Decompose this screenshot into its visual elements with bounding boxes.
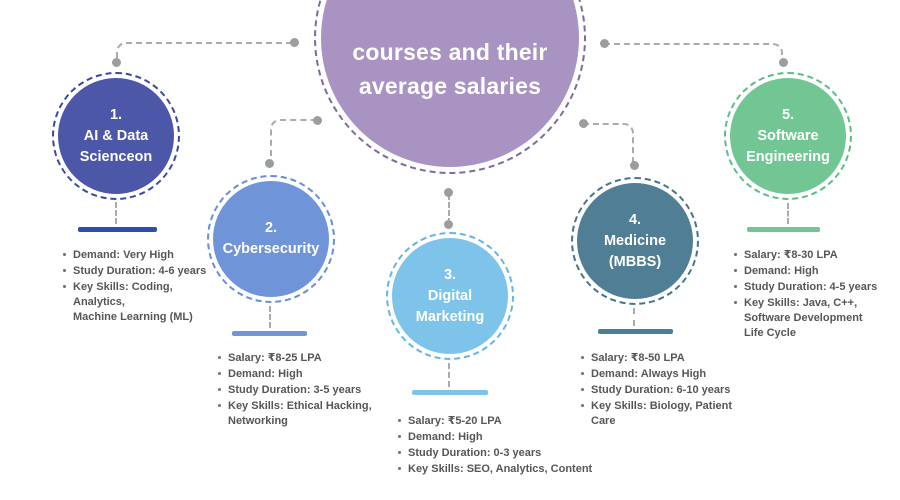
connector-dot	[265, 159, 274, 168]
course-name: Digital Marketing	[415, 287, 485, 325]
course-circle-fill: 5. Software Engineering	[730, 78, 846, 194]
connector-dot	[444, 188, 453, 197]
connector-line-course5	[604, 43, 783, 62]
course-circle-5: 5. Software Engineering	[724, 72, 852, 200]
course-circle-2: 2. Cybersecurity	[207, 175, 335, 303]
connector-line-course2	[270, 119, 318, 162]
course-name: Medicine (MBBS)	[603, 232, 667, 270]
infographic-title: courses and their average salaries	[352, 35, 547, 103]
detail-item: Key Skills: Java, C++, Software Developm…	[733, 296, 888, 341]
detail-item: Salary: ₹8-50 LPA	[580, 351, 735, 366]
detail-item: Demand: Very High	[62, 248, 227, 263]
detail-item: Key Skills: Coding, Analytics, Machine L…	[62, 280, 227, 325]
detail-item: Study Duration: 6-10 years	[580, 383, 735, 398]
course-number: 2.	[264, 220, 278, 236]
detail-item: Salary: ₹8-30 LPA	[733, 248, 888, 263]
detail-list-course2: Salary: ₹8-25 LPA Demand: High Study Dur…	[217, 351, 382, 430]
course-circle-fill: 1. AI & Data Scienceon	[58, 78, 174, 194]
course-number: 4.	[628, 211, 642, 228]
underline-bar	[412, 390, 488, 395]
detail-list-course3: Salary: ₹5-20 LPA Demand: High Study Dur…	[397, 414, 612, 478]
course-number: 5.	[781, 106, 795, 123]
central-circle: courses and their average salaries	[314, 0, 586, 174]
connector-stub	[633, 308, 635, 326]
connector-dot	[313, 116, 322, 125]
connector-stub	[448, 363, 450, 387]
title-line2: average salaries	[358, 73, 542, 99]
detail-list-course4: Salary: ₹8-50 LPA Demand: Always High St…	[580, 351, 735, 430]
course-circle-1: 1. AI & Data Scienceon	[52, 72, 180, 200]
underline-bar	[747, 227, 820, 232]
course-circle-fill: 4. Medicine (MBBS)	[577, 183, 693, 299]
connector-dot	[444, 220, 453, 229]
course-name: Cybersecurity	[222, 241, 320, 257]
connector-line-course4	[583, 123, 634, 165]
detail-item: Study Duration: 3-5 years	[217, 383, 382, 398]
connector-dot	[579, 119, 588, 128]
underline-bar	[232, 331, 307, 336]
detail-item: Key Skills: Biology, Patient Care	[580, 399, 735, 429]
course-number: 3.	[443, 266, 457, 283]
detail-list-course1: Demand: Very High Study Duration: 4-6 ye…	[62, 248, 227, 326]
course-circle-3: 3. Digital Marketing	[386, 232, 514, 360]
detail-item: Demand: High	[397, 430, 612, 445]
connector-dot	[290, 38, 299, 47]
detail-item: Demand: High	[733, 264, 888, 279]
connector-dot	[779, 58, 788, 67]
connector-dot	[630, 161, 639, 170]
title-line1: courses and their	[352, 39, 548, 65]
connector-dot	[112, 58, 121, 67]
central-circle-fill: courses and their average salaries	[321, 0, 579, 167]
connector-dot	[600, 39, 609, 48]
detail-item: Demand: Always High	[580, 367, 735, 382]
detail-item: Study Duration: 4-6 years	[62, 264, 227, 279]
connector-stub	[269, 306, 271, 328]
connector-stub	[787, 203, 789, 224]
detail-item: Demand: High	[217, 367, 382, 382]
course-circle-4: 4. Medicine (MBBS)	[571, 177, 699, 305]
detail-item: Study Duration: 4-5 years	[733, 280, 888, 295]
detail-item: Salary: ₹8-25 LPA	[217, 351, 382, 366]
connector-line-course1	[116, 42, 295, 62]
course-name: AI & Data Scienceon	[79, 127, 153, 165]
course-circle-fill: 3. Digital Marketing	[392, 238, 508, 354]
connector-stub	[115, 202, 117, 224]
course-number: 1.	[109, 106, 123, 123]
underline-bar	[78, 227, 157, 232]
detail-list-course5: Salary: ₹8-30 LPA Demand: High Study Dur…	[733, 248, 888, 342]
detail-item: Key Skills: Ethical Hacking, Networking	[217, 399, 382, 429]
connector-line-course3	[448, 194, 450, 224]
course-name: Software Engineering	[746, 127, 830, 165]
underline-bar	[598, 329, 673, 334]
detail-item: Key Skills: SEO, Analytics, Content	[397, 462, 612, 477]
detail-item: Salary: ₹5-20 LPA	[397, 414, 612, 429]
detail-item: Study Duration: 0-3 years	[397, 446, 612, 461]
course-circle-fill: 2. Cybersecurity	[213, 181, 329, 297]
